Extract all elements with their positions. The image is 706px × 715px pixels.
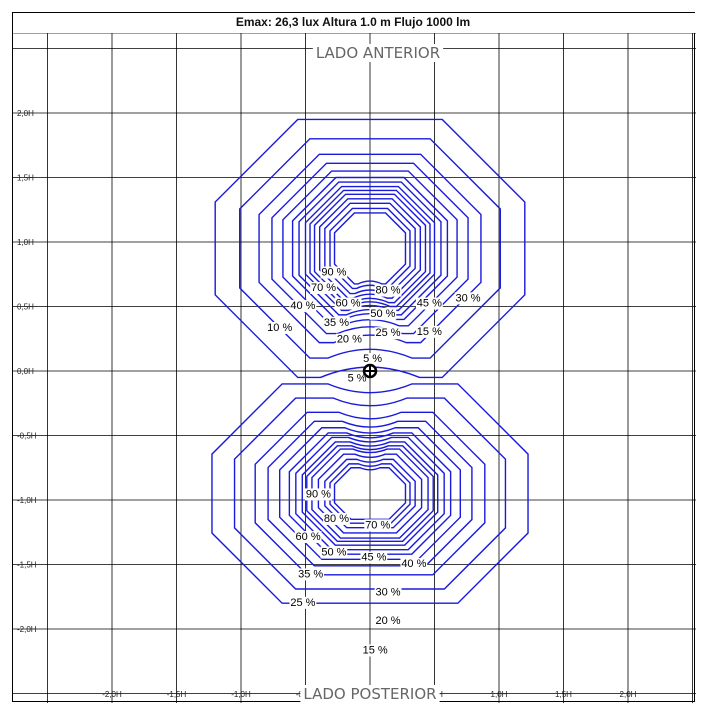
isolux-contour-80 [329, 463, 411, 524]
contour-label-bg [364, 519, 392, 532]
contour-label: 80 % [324, 513, 349, 525]
contour-label-bg [289, 300, 317, 313]
contour-label-bg [334, 297, 362, 310]
contour-label-bg [266, 322, 294, 335]
contour-label: 15 % [363, 645, 388, 657]
contour-label-bg [415, 325, 443, 338]
contour-label: 5 % [348, 372, 367, 384]
toplbl-bg [312, 44, 444, 62]
isolux-contour-60 [317, 453, 423, 534]
contour-label: 60 % [336, 298, 361, 310]
isolux-contour-15 [254, 411, 486, 576]
contour-label-bg [360, 551, 388, 564]
contour-label-bg [305, 488, 332, 501]
isolux-contour-45 [306, 445, 434, 542]
contour-label: 70 % [311, 282, 336, 294]
contour-label: 10 % [267, 322, 292, 334]
contour-label-bg [335, 333, 363, 346]
contour-label-bg [374, 586, 402, 599]
x-tick-label: 1,0H [491, 690, 508, 699]
contour-label-bg [310, 282, 337, 295]
contour-label: 50 % [370, 308, 395, 320]
contour-label: 70 % [365, 519, 390, 531]
isolux-contour-90 [333, 467, 407, 521]
contour-label-bg [361, 644, 389, 657]
contour-label-bg [323, 316, 350, 329]
title-strip-bg [13, 13, 696, 33]
contour-label: 60 % [296, 531, 321, 543]
y-tick-label: 0,0H [17, 367, 34, 376]
chart-title: Emax: 26,3 lux Altura 1.0 m Flujo 1000 l… [236, 15, 470, 29]
isolux-contour-90 [333, 212, 407, 285]
contour-label-bg [320, 266, 348, 279]
contour-label-bg [346, 372, 368, 385]
contour-label: 35 % [324, 317, 349, 329]
contour-label-bg [374, 614, 402, 627]
contour-label: 30 % [376, 586, 401, 598]
tick-labels: -2,0H -1,5H -1,0H -0,5H 0,0H 0,5H 1,0H 1,5H 2,0H… [17, 109, 637, 699]
contour-label: 15 % [417, 326, 442, 338]
contour-label: 20 % [337, 334, 362, 346]
contour-label-bg [400, 558, 428, 571]
contour-label-bg [374, 284, 402, 297]
contour-label: 45 % [417, 298, 442, 310]
contour-labels: 90 % 70 % 80 % 40 % 60 % 45 % 30 % 50 % 35 % 10 %… [266, 266, 482, 657]
x-tick-label: 1,5H [555, 690, 572, 699]
contour-label: 40 % [401, 558, 426, 570]
y-tick-label: 0,5H [17, 303, 34, 312]
contour-label: 90 % [306, 488, 331, 500]
botlbl-bg [300, 685, 440, 703]
isolux-contour-10 [239, 138, 501, 359]
x-tick-label: -2,0H [102, 690, 122, 699]
contour-label-bg [320, 546, 348, 559]
isolux-contour-5 [211, 383, 529, 604]
luminaire-origin-marker [362, 363, 378, 379]
contour-label: 20 % [376, 615, 401, 627]
contour-label: 40 % [290, 300, 315, 312]
contour-label: 50 % [321, 546, 346, 558]
contour-label-bg [369, 307, 397, 320]
isolux-contour-80 [329, 207, 411, 290]
y-tick-label: 1,0H [17, 238, 34, 247]
contour-label-bg [454, 292, 482, 305]
isolux-chart: 90 % 70 % 80 % 40 % 60 % 45 % 30 % 50 % 35 % 10 %… [13, 13, 696, 703]
contour-label: 25 % [290, 597, 315, 609]
contour-label-bg [294, 530, 322, 543]
top-side-label: LADO ANTERIOR [316, 44, 440, 62]
contour-label: 30 % [456, 292, 481, 304]
isolux-contour-70 [324, 202, 416, 295]
contour-label-bg [374, 327, 402, 340]
grid [13, 13, 696, 703]
contour-label-bg [289, 596, 317, 609]
isolux-contour-20 [267, 420, 473, 567]
contour-label-bg [297, 568, 325, 581]
contour-label: 80 % [376, 285, 401, 297]
contour-label-bg [323, 512, 350, 525]
isolux-contour-20 [271, 162, 469, 335]
y-tick-label: 1,5H [17, 174, 34, 183]
y-tick-label: -2,0H [17, 625, 37, 634]
contour-label: 90 % [321, 267, 346, 279]
y-tick-label: 2,0H [17, 109, 34, 118]
x-tick-label: -1,0H [231, 690, 251, 699]
y-tick-label: -0,5H [17, 432, 37, 441]
contour-label-bg [415, 297, 443, 310]
contour-label: 35 % [298, 568, 323, 580]
isolux-contour-40 [304, 185, 436, 312]
x-tick-label: -1,5H [167, 690, 187, 699]
isolux-contour-40 [301, 441, 439, 546]
isolux-contour-70 [324, 458, 416, 529]
contour-label: 5 % [363, 353, 382, 365]
isolux-contour-50 [311, 448, 429, 539]
contour-label-bg [362, 352, 383, 365]
bottom-side-label: LADO POSTERIOR [303, 685, 436, 703]
x-tick-label: 2,0H [620, 690, 637, 699]
chart-frame: 90 % 70 % 80 % 40 % 60 % 45 % 30 % 50 % 35 % 10 %… [12, 12, 696, 703]
y-tick-label: -1,5H [17, 561, 37, 570]
isolux-contour-25 [279, 427, 461, 561]
contour-label: 45 % [361, 552, 386, 564]
contour-label: 25 % [376, 327, 401, 339]
y-tick-label: -1,0H [17, 496, 37, 505]
isolux-contour-10 [233, 397, 507, 590]
